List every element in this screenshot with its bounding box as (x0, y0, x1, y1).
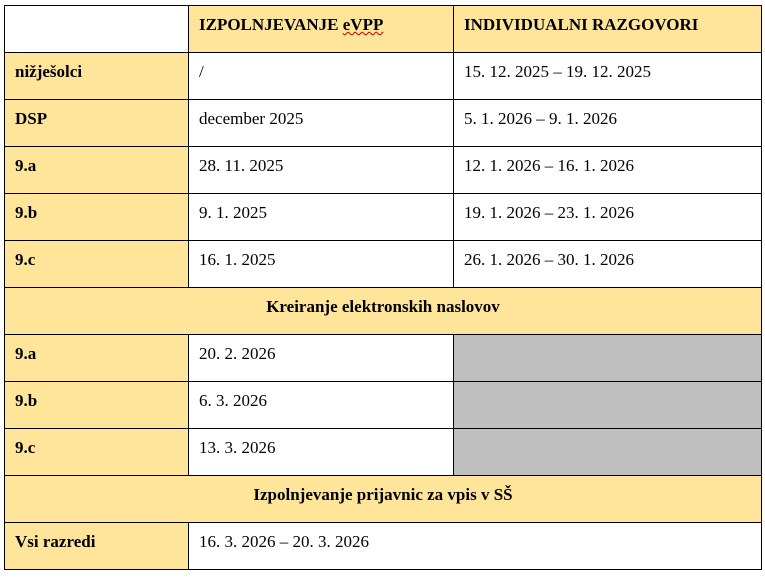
row-label: 9.c (4, 428, 189, 476)
razgovori-cell: 19. 1. 2026 – 23. 1. 2026 (453, 193, 762, 241)
empty-cell (453, 334, 762, 382)
row-label: Vsi razredi (4, 522, 189, 570)
table-row: DSP december 2025 5. 1. 2026 – 9. 1. 202… (4, 99, 762, 147)
razgovori-cell: 5. 1. 2026 – 9. 1. 2026 (453, 99, 762, 147)
table-row: 9.a 20. 2. 2026 (4, 334, 762, 382)
table-row: 9.c 16. 1. 2025 26. 1. 2026 – 30. 1. 202… (4, 240, 762, 288)
section-header-row: Kreiranje elektronskih naslovov (4, 287, 762, 335)
row-label: DSP (4, 99, 189, 147)
razgovori-cell: 26. 1. 2026 – 30. 1. 2026 (453, 240, 762, 288)
table-row: nižješolci / 15. 12. 2025 – 19. 12. 2025 (4, 52, 762, 100)
row-label: 9.b (4, 381, 189, 429)
table-row: Vsi razredi 16. 3. 2026 – 20. 3. 2026 (4, 522, 762, 570)
row-label: 9.a (4, 146, 189, 194)
date-cell: 20. 2. 2026 (188, 334, 454, 382)
date-cell: 6. 3. 2026 (188, 381, 454, 429)
section-header-row: Izpolnjevanje prijavnic za vpis v SŠ (4, 475, 762, 523)
header-evpp-text: IZPOLNJEVANJE (199, 15, 343, 34)
table-row: 9.c 13. 3. 2026 (4, 428, 762, 476)
date-cell: 16. 3. 2026 – 20. 3. 2026 (188, 522, 762, 570)
section-email-title: Kreiranje elektronskih naslovov (4, 287, 762, 335)
table-row: 9.a 28. 11. 2025 12. 1. 2026 – 16. 1. 20… (4, 146, 762, 194)
header-row: IZPOLNJEVANJE eVPP INDIVIDUALNI RAZGOVOR… (4, 5, 762, 53)
header-razgovori: INDIVIDUALNI RAZGOVORI (453, 5, 762, 53)
evpp-cell: / (188, 52, 454, 100)
row-label: 9.a (4, 334, 189, 382)
date-cell: 13. 3. 2026 (188, 428, 454, 476)
row-label: 9.b (4, 193, 189, 241)
evpp-cell: 28. 11. 2025 (188, 146, 454, 194)
empty-cell (453, 428, 762, 476)
evpp-cell: 9. 1. 2025 (188, 193, 454, 241)
header-evpp: IZPOLNJEVANJE eVPP (188, 5, 454, 53)
evpp-cell: 16. 1. 2025 (188, 240, 454, 288)
section-applications-title: Izpolnjevanje prijavnic za vpis v SŠ (4, 475, 762, 523)
schedule-table: IZPOLNJEVANJE eVPP INDIVIDUALNI RAZGOVOR… (4, 5, 762, 570)
header-evpp-flagged: eVPP (342, 15, 384, 34)
table-row: 9.b 6. 3. 2026 (4, 381, 762, 429)
razgovori-cell: 15. 12. 2025 – 19. 12. 2025 (453, 52, 762, 100)
header-empty-cell (4, 5, 189, 53)
row-label: nižješolci (4, 52, 189, 100)
razgovori-cell: 12. 1. 2026 – 16. 1. 2026 (453, 146, 762, 194)
row-label: 9.c (4, 240, 189, 288)
table-row: 9.b 9. 1. 2025 19. 1. 2026 – 23. 1. 2026 (4, 193, 762, 241)
evpp-cell: december 2025 (188, 99, 454, 147)
empty-cell (453, 381, 762, 429)
